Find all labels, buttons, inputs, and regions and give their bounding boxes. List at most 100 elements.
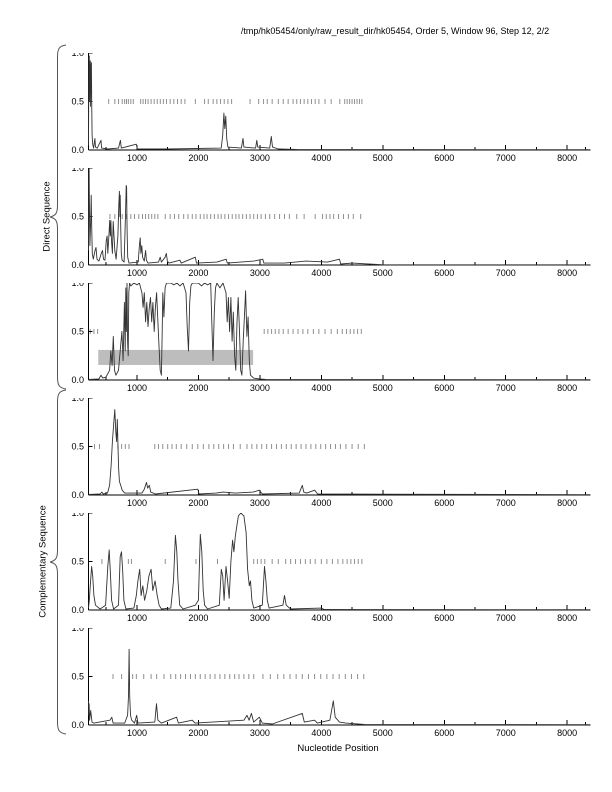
x-tick-label: 7000 bbox=[496, 383, 516, 393]
x-tick-label: 8000 bbox=[557, 728, 577, 738]
x-tick-label: 6000 bbox=[434, 613, 454, 623]
y-tick-label: 1.0 bbox=[71, 53, 84, 58]
y-tick-label: 0.0 bbox=[71, 375, 84, 385]
x-tick-label: 2000 bbox=[188, 383, 208, 393]
y-tick-label: 0.5 bbox=[71, 327, 84, 337]
x-tick-label: 3000 bbox=[250, 728, 270, 738]
x-tick-label: 2000 bbox=[188, 728, 208, 738]
x-tick-label: 5000 bbox=[373, 383, 393, 393]
axes bbox=[88, 513, 591, 611]
x-tick-label: 3000 bbox=[250, 498, 270, 508]
y-tick-label: 0.0 bbox=[71, 490, 84, 500]
y-tick-label: 1.0 bbox=[71, 513, 84, 518]
y-tick-label: 0.5 bbox=[71, 672, 84, 682]
panel-complementary-frame-1: 1.0 0.5 0.0 1000 2000 3000 4000 5000 6000 7000 800… bbox=[0, 398, 612, 513]
panel-direct-frame-2-plot: 1.0 0.5 0.0 1000 2000 3000 4000 5000 6000 7000 800… bbox=[71, 168, 591, 278]
x-tick-label: 2000 bbox=[188, 613, 208, 623]
feature-marks bbox=[108, 99, 363, 104]
panel-direct-frame-3: 1.0 0.5 0.0 1000 2000 3000 4000 5000 6000 7000 800… bbox=[0, 283, 612, 398]
x-tick-label: 4000 bbox=[311, 268, 331, 278]
x-tick-label: 6000 bbox=[434, 153, 454, 163]
x-tick-label: 3000 bbox=[250, 613, 270, 623]
tick-labels: 1.0 0.5 0.0 1000 2000 3000 4000 5000 6000 7000 800… bbox=[71, 283, 577, 393]
tick-labels: 1.0 0.5 0.0 1000 2000 3000 4000 5000 6000 7000 800… bbox=[71, 53, 577, 163]
tick-labels: 1.0 0.5 0.0 1000 2000 3000 4000 5000 6000 7000 800… bbox=[71, 398, 577, 508]
plot-title: /tmp/hk05454/only/raw_result_dir/hk05454… bbox=[240, 26, 550, 36]
y-tick-label: 1.0 bbox=[71, 398, 84, 403]
tick-labels: 1.0 0.5 0.0 1000 2000 3000 4000 5000 6000 7000 800… bbox=[71, 628, 577, 738]
x-tick-label: 7000 bbox=[496, 153, 516, 163]
shaded-region bbox=[98, 349, 254, 365]
x-tick-label: 7000 bbox=[496, 268, 516, 278]
x-tick-label: 5000 bbox=[373, 153, 393, 163]
y-tick-label: 0.0 bbox=[71, 605, 84, 615]
y-tick-label: 1.0 bbox=[71, 283, 84, 288]
x-tick-label: 5000 bbox=[373, 728, 393, 738]
x-tick-label: 6000 bbox=[434, 498, 454, 508]
panel-complementary-frame-2: 1.0 0.5 0.0 1000 2000 3000 4000 5000 6000 7000 800… bbox=[0, 513, 612, 628]
tick-labels: 1.0 0.5 0.0 1000 2000 3000 4000 5000 6000 7000 800… bbox=[71, 168, 577, 278]
y-tick-label: 0.0 bbox=[71, 720, 84, 730]
x-tick-label: 3000 bbox=[250, 268, 270, 278]
probability-curve bbox=[88, 409, 590, 496]
feature-marks bbox=[89, 329, 362, 334]
x-tick-label: 8000 bbox=[557, 153, 577, 163]
feature-marks bbox=[94, 444, 365, 449]
x-tick-label: 4000 bbox=[311, 613, 331, 623]
x-tick-label: 5000 bbox=[373, 498, 393, 508]
y-tick-label: 0.0 bbox=[71, 145, 84, 155]
x-tick-label: 1000 bbox=[127, 153, 147, 163]
axes bbox=[88, 283, 591, 381]
axes bbox=[88, 168, 591, 266]
panel-direct-frame-3-plot: 1.0 0.5 0.0 1000 2000 3000 4000 5000 6000 7000 800… bbox=[71, 283, 591, 393]
x-tick-label: 8000 bbox=[557, 613, 577, 623]
probability-curve bbox=[88, 648, 590, 726]
x-axis-title: Nucleotide Position bbox=[297, 743, 379, 754]
x-tick-label: 1000 bbox=[127, 728, 147, 738]
y-tick-label: 0.5 bbox=[71, 212, 84, 222]
probability-curve bbox=[88, 283, 590, 381]
panel-complementary-frame-2-plot: 1.0 0.5 0.0 1000 2000 3000 4000 5000 6000 7000 800… bbox=[71, 513, 591, 623]
x-tick-label: 4000 bbox=[311, 498, 331, 508]
probability-curve bbox=[88, 55, 590, 151]
y-tick-label: 0.5 bbox=[71, 97, 84, 107]
panel-complementary-frame-3-plot: 1.0 0.5 0.0 1000 2000 3000 4000 5000 6000 7000 800… bbox=[71, 628, 591, 738]
x-tick-label: 6000 bbox=[434, 728, 454, 738]
direct-group-brace-icon bbox=[49, 44, 67, 390]
probability-curve bbox=[88, 513, 590, 611]
x-tick-label: 3000 bbox=[250, 153, 270, 163]
probability-curve bbox=[88, 168, 590, 266]
x-tick-label: 7000 bbox=[496, 613, 516, 623]
y-tick-label: 1.0 bbox=[71, 628, 84, 633]
y-tick-label: 0.5 bbox=[71, 442, 84, 452]
x-tick-label: 5000 bbox=[373, 613, 393, 623]
y-tick-label: 1.0 bbox=[71, 168, 84, 173]
feature-marks bbox=[109, 214, 362, 219]
x-tick-label: 2000 bbox=[188, 498, 208, 508]
feature-marks bbox=[101, 559, 363, 564]
complementary-group-brace-icon bbox=[49, 389, 67, 735]
panel-direct-frame-1-plot: 1.0 0.5 0.0 1000 2000 3000 4000 5000 6000 7000 800… bbox=[71, 53, 591, 163]
x-tick-label: 1000 bbox=[127, 498, 147, 508]
x-tick-label: 4000 bbox=[311, 728, 331, 738]
y-tick-label: 0.5 bbox=[71, 557, 84, 567]
panel-direct-frame-1: 1.0 0.5 0.0 1000 2000 3000 4000 5000 6000 7000 800… bbox=[0, 53, 612, 168]
panel-complementary-frame-1-plot: 1.0 0.5 0.0 1000 2000 3000 4000 5000 6000 7000 800… bbox=[71, 398, 591, 508]
panel-complementary-frame-3: 1.0 0.5 0.0 1000 2000 3000 4000 5000 6000 7000 800… bbox=[0, 628, 612, 743]
axes bbox=[88, 398, 591, 496]
x-tick-label: 6000 bbox=[434, 383, 454, 393]
x-tick-label: 1000 bbox=[127, 383, 147, 393]
tick-labels: 1.0 0.5 0.0 1000 2000 3000 4000 5000 6000 7000 800… bbox=[71, 513, 577, 623]
x-tick-label: 8000 bbox=[557, 383, 577, 393]
x-tick-label: 6000 bbox=[434, 268, 454, 278]
x-tick-label: 2000 bbox=[188, 153, 208, 163]
x-tick-label: 1000 bbox=[127, 613, 147, 623]
x-tick-label: 2000 bbox=[188, 268, 208, 278]
x-tick-label: 1000 bbox=[127, 268, 147, 278]
x-tick-label: 8000 bbox=[557, 268, 577, 278]
x-tick-label: 7000 bbox=[496, 498, 516, 508]
x-tick-label: 4000 bbox=[311, 383, 331, 393]
panel-direct-frame-2: 1.0 0.5 0.0 1000 2000 3000 4000 5000 6000 7000 800… bbox=[0, 168, 612, 283]
y-tick-label: 0.0 bbox=[71, 260, 84, 270]
